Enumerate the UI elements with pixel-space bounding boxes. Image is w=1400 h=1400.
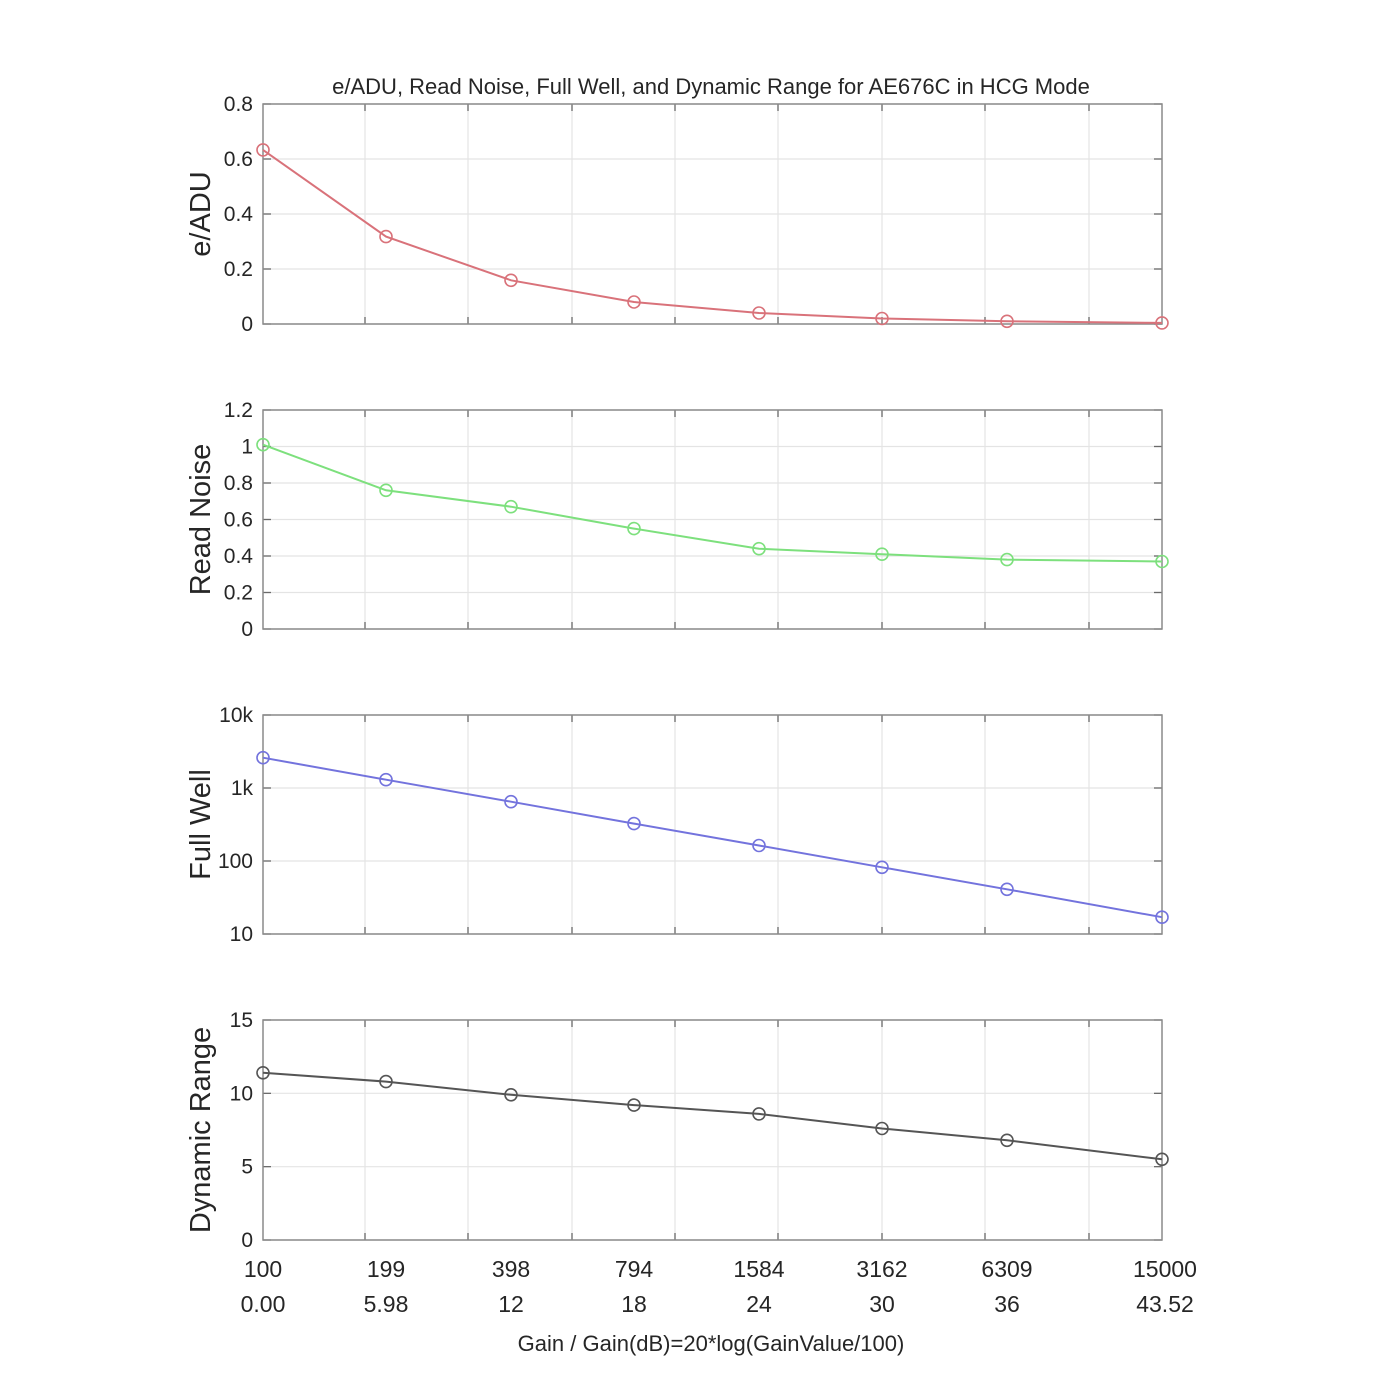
data-point xyxy=(875,311,889,326)
data-point xyxy=(379,1074,393,1089)
data-point xyxy=(1000,552,1014,567)
data-point xyxy=(752,306,766,320)
y-tick-label: 1.2 xyxy=(224,399,253,422)
data-point xyxy=(1155,554,1169,569)
data-point xyxy=(379,229,393,244)
y-tick-label: 10k xyxy=(219,704,253,727)
x-tick-label-db: 43.52 xyxy=(1136,1291,1194,1317)
data-point xyxy=(1155,910,1169,925)
y-axis-title: Read Noise xyxy=(185,444,217,596)
plot-frame xyxy=(262,714,1163,935)
plot-frame xyxy=(262,409,1163,630)
y-tick-label: 0.2 xyxy=(224,258,253,281)
data-point xyxy=(256,750,270,765)
y-tick-label: 0 xyxy=(241,1229,253,1252)
x-tick-label-db: 18 xyxy=(621,1291,647,1317)
data-point xyxy=(875,1121,889,1136)
y-tick-label: 10 xyxy=(230,923,253,946)
data-point xyxy=(627,295,641,309)
x-tick-label-db: 24 xyxy=(746,1291,772,1317)
x-tick-label-db: 36 xyxy=(994,1291,1020,1317)
x-tick-label-gain: 398 xyxy=(492,1256,530,1282)
data-point xyxy=(504,273,518,288)
series-line xyxy=(262,756,1163,919)
data-point xyxy=(627,1098,641,1112)
data-point xyxy=(627,816,641,831)
chart-panel-2: 0 0.2 0.4 0.6 0.8 1 1.2 Read Noise xyxy=(185,399,1169,641)
x-tick-label-gain: 100 xyxy=(244,1256,282,1282)
data-point xyxy=(256,1066,270,1080)
x-tick-label-gain: 199 xyxy=(367,1256,405,1282)
y-tick-label: 0 xyxy=(241,313,253,336)
y-tick-label: 0.8 xyxy=(224,93,253,116)
y-tick-label: 0.4 xyxy=(224,545,254,568)
y-tick-label: 1k xyxy=(231,777,254,800)
data-point xyxy=(752,838,766,853)
x-tick-label-db: 12 xyxy=(498,1291,524,1317)
chart-panel-4: 0 5 10 15 Dynamic Range 100 199 398 794 1584 3162 6… xyxy=(185,1009,1197,1317)
data-point xyxy=(504,499,518,514)
series-line xyxy=(262,443,1163,563)
data-point xyxy=(1000,882,1014,897)
x-tick-label-gain: 6309 xyxy=(981,1256,1032,1282)
data-point xyxy=(752,541,766,556)
y-tick-label: 0.6 xyxy=(224,148,253,171)
data-point xyxy=(1155,1152,1169,1167)
y-axis-title: Dynamic Range xyxy=(185,1027,217,1233)
y-axis-title: Full Well xyxy=(185,769,217,880)
y-tick-label: 10 xyxy=(230,1082,253,1105)
y-tick-label: 1 xyxy=(241,436,253,459)
series-line xyxy=(262,149,1163,324)
chart-panel-1: 0 0.2 0.4 0.6 0.8 e/ADU xyxy=(185,93,1169,336)
series-line xyxy=(262,1071,1163,1161)
data-point xyxy=(256,437,270,452)
figure-title: e/ADU, Read Noise, Full Well, and Dynami… xyxy=(332,74,1090,99)
y-tick-label: 100 xyxy=(218,850,253,873)
x-tick-label-gain: 1584 xyxy=(733,1256,784,1282)
data-point xyxy=(627,521,641,536)
data-point xyxy=(752,1107,766,1121)
y-axis-title: e/ADU xyxy=(185,171,217,256)
x-axis-title: Gain / Gain(dB)=20*log(GainValue/100) xyxy=(518,1331,905,1356)
x-tick-label-gain: 794 xyxy=(615,1256,654,1282)
x-tick-label-db: 5.98 xyxy=(364,1291,409,1317)
x-tick-label-db: 30 xyxy=(869,1291,895,1317)
plot-frame xyxy=(262,1019,1163,1241)
x-tick-label-db: 0.00 xyxy=(241,1291,286,1317)
data-point xyxy=(1000,1133,1014,1148)
data-point xyxy=(256,143,270,157)
y-tick-label: 0.6 xyxy=(224,509,253,532)
data-point xyxy=(504,1088,518,1102)
data-point xyxy=(875,547,889,562)
y-tick-label: 15 xyxy=(230,1009,253,1032)
data-point xyxy=(379,483,393,498)
x-tick-label-gain: 15000 xyxy=(1133,1256,1197,1282)
y-tick-label: 0.2 xyxy=(224,582,253,605)
data-point xyxy=(875,860,889,875)
data-point xyxy=(504,794,518,809)
x-tick-label-gain: 3162 xyxy=(856,1256,907,1282)
data-point xyxy=(379,772,393,787)
plot-frame xyxy=(262,103,1163,325)
y-tick-label: 0.4 xyxy=(224,203,254,226)
chart-panel-3: 10 100 1k 10k Full Well xyxy=(185,704,1169,946)
y-tick-label: 5 xyxy=(241,1156,253,1179)
y-tick-label: 0.8 xyxy=(224,472,253,495)
data-point xyxy=(1000,314,1014,329)
data-point xyxy=(1155,316,1169,330)
y-tick-label: 0 xyxy=(241,618,253,641)
